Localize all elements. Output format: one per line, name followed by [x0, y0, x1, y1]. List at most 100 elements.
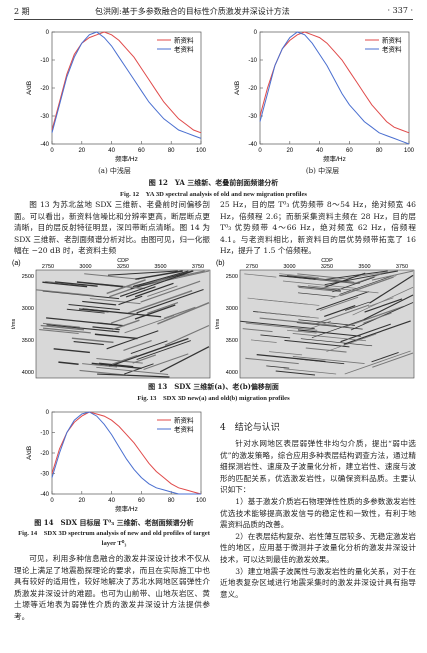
x-tick-label: 40	[108, 148, 115, 154]
reflection	[82, 308, 162, 318]
reflection	[111, 354, 138, 365]
y-tick-label: 2500	[22, 274, 34, 280]
reflection	[46, 324, 120, 333]
reflection	[343, 320, 411, 345]
section-heading: 4 结论与认识	[220, 423, 280, 433]
header-rule	[14, 19, 413, 20]
reflection	[244, 273, 277, 278]
reflection	[324, 270, 398, 286]
reflection	[107, 270, 178, 276]
reflection	[54, 281, 98, 287]
reflection	[53, 348, 90, 354]
reflection	[324, 305, 356, 317]
reflection	[40, 324, 85, 331]
reflection	[275, 370, 316, 376]
series-line	[51, 31, 202, 134]
reflection	[320, 270, 388, 281]
x-axis-label: CDP	[321, 258, 333, 264]
reflection	[260, 334, 291, 339]
x-tick-label: 60	[138, 148, 145, 154]
reflection	[99, 362, 134, 368]
header-right: · 337 ·	[387, 6, 413, 15]
reflection	[143, 353, 189, 370]
reflection	[339, 275, 394, 295]
reflection	[296, 322, 363, 330]
reflection	[108, 337, 189, 367]
series-line	[51, 411, 201, 495]
figure-caption-en: Fig. 12 YA 3D spectral analysis of old a…	[119, 191, 308, 198]
reflection	[297, 329, 361, 337]
paragraph-group: 针对水网地区表层弱弹性非均匀介质，提出“弱中选优”的激发策略，综合应用多种表层结…	[220, 438, 416, 600]
reflection	[363, 294, 414, 320]
reflection	[125, 286, 156, 298]
header-left: 2 期	[14, 7, 30, 16]
y-tick-label: 3000	[22, 306, 34, 312]
reflection	[250, 339, 277, 343]
y-tick-label: 2500	[226, 274, 238, 280]
reflection	[42, 322, 80, 328]
paragraph: 图 13 为苏北盆地 SDX 三维新、老叠前时间偏移剖面。可以看出，新资料信噪比…	[14, 200, 210, 256]
reflection	[245, 357, 299, 365]
reflection	[136, 340, 191, 360]
y-tick-label: 0	[46, 410, 50, 416]
x-tick-label: 3500	[358, 264, 370, 270]
y-tick-label: -10	[248, 58, 257, 64]
y-tick-label: -40	[248, 142, 257, 148]
legend-label: 新资料	[174, 416, 194, 425]
x-tick-label: 40	[316, 148, 323, 154]
panel-label: (b)	[216, 260, 225, 267]
reflection	[352, 286, 414, 316]
reflection	[110, 313, 139, 324]
y-tick-label: 4000	[226, 370, 238, 376]
reflection	[282, 280, 357, 289]
x-tick-label: 2750	[42, 264, 54, 270]
reflection	[91, 362, 142, 370]
x-tick-label: 0	[50, 498, 54, 504]
series-line	[259, 31, 410, 145]
legend-label: 老资料	[174, 425, 194, 434]
x-tick-label: 20	[78, 148, 85, 154]
reflection	[332, 276, 375, 293]
y-tick-label: -10	[40, 58, 49, 64]
reflection	[164, 325, 210, 346]
reflection	[256, 354, 326, 363]
reflection	[240, 320, 315, 330]
reflection	[305, 347, 347, 353]
x-axis-label: CDP	[117, 258, 129, 264]
reflection	[326, 333, 377, 352]
y-tick-label: 3500	[226, 338, 238, 344]
reflection	[42, 327, 91, 334]
reflection	[142, 270, 210, 287]
reflection	[159, 346, 210, 373]
x-tick-label: 20	[78, 498, 85, 504]
reflection	[76, 281, 123, 288]
reflection	[118, 295, 143, 306]
reflection	[283, 368, 337, 375]
x-tick-label: 3500	[154, 264, 166, 270]
x-tick-label: 20	[286, 148, 293, 154]
reflections	[36, 270, 210, 378]
y-tick-label: -20	[248, 86, 257, 92]
figure-caption: 图 12 YA 三维新、老叠前剖面频谱分析	[148, 178, 279, 187]
reflection	[343, 305, 404, 329]
x-tick-label: 60	[346, 148, 353, 154]
panel-label: (a)	[12, 260, 21, 267]
y-tick-label: 3500	[22, 338, 34, 344]
reflection	[324, 272, 366, 288]
reflection	[96, 366, 169, 375]
paragraph: 3）建立地震子波属性与激发岩性的量化关系，对于在近地表复杂区域进行地震采集时的激…	[220, 566, 416, 599]
x-tick-label: 40	[108, 498, 115, 504]
reflection	[119, 270, 194, 297]
x-tick-label: 80	[168, 498, 175, 504]
reflection	[310, 320, 331, 329]
reflection	[140, 280, 201, 303]
reflection	[84, 273, 140, 280]
y-axis-label: A/dB	[26, 81, 33, 95]
header-center: 包洪刚:基于多参数融合的目标性介质激发井深设计方法	[95, 7, 290, 16]
reflection	[106, 330, 159, 350]
x-tick-label: 3000	[79, 264, 91, 270]
subfigure-label: (a) 中浅层	[98, 167, 131, 175]
reflection	[354, 273, 382, 284]
x-tick-label: 3250	[117, 264, 129, 270]
